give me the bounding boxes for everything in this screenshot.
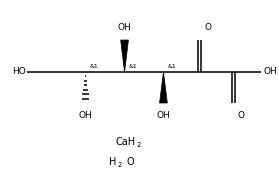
Text: O: O: [204, 23, 211, 32]
Text: OH: OH: [157, 111, 170, 119]
Text: &1: &1: [167, 64, 176, 69]
Polygon shape: [121, 40, 128, 72]
Text: O: O: [126, 157, 134, 167]
Text: H: H: [109, 157, 117, 167]
Text: OH: OH: [118, 23, 131, 32]
Text: &1: &1: [128, 64, 137, 69]
Text: OH: OH: [79, 111, 93, 119]
Text: HO: HO: [12, 68, 25, 76]
Text: O: O: [237, 111, 244, 119]
Polygon shape: [160, 72, 167, 103]
Text: CaH: CaH: [115, 137, 135, 147]
Text: 2: 2: [136, 142, 141, 148]
Text: 2: 2: [118, 162, 122, 168]
Text: &1: &1: [90, 64, 98, 69]
Text: OH: OH: [264, 68, 277, 76]
